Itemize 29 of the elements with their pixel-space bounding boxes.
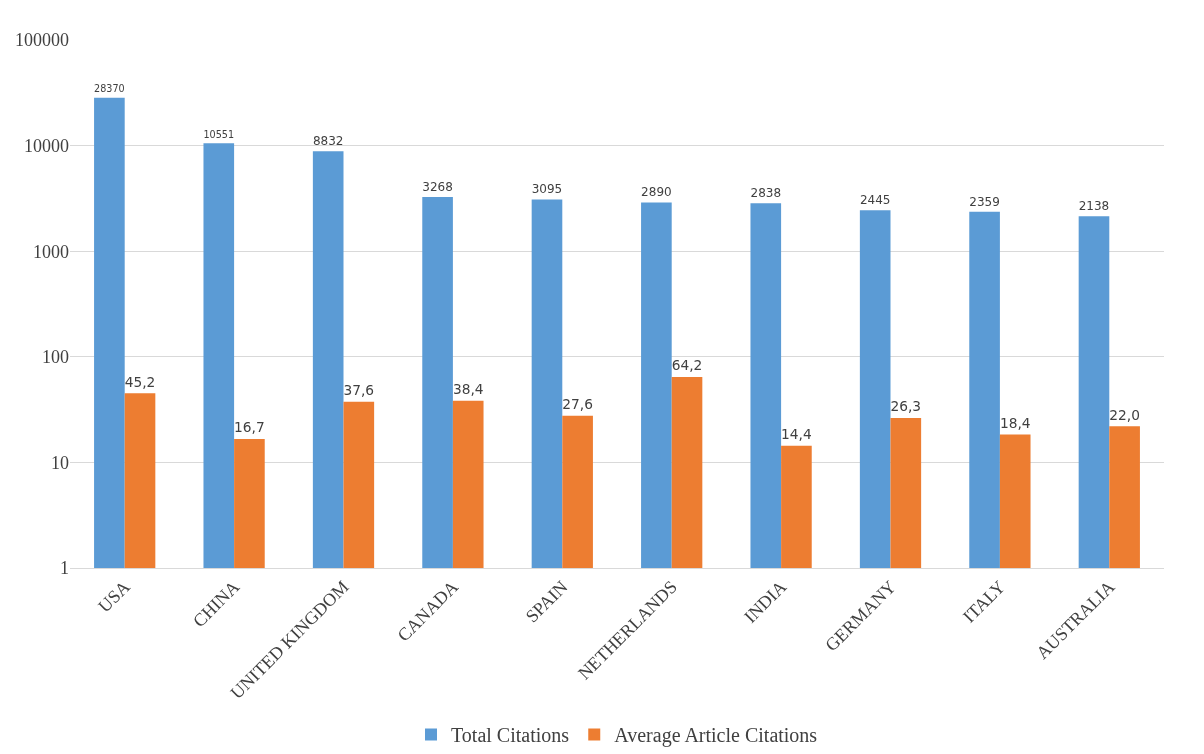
data-label: 10551 xyxy=(203,128,235,140)
data-label: 26,3 xyxy=(890,398,922,415)
data-label: 14,4 xyxy=(781,426,812,443)
data-label: 22,0 xyxy=(1109,406,1140,423)
y-tick-label: 1 xyxy=(60,558,69,579)
data-label: 18,4 xyxy=(999,414,1031,431)
data-label: 16,7 xyxy=(234,419,265,436)
data-label: 38,4 xyxy=(452,381,484,398)
data-label: 3268 xyxy=(422,179,453,194)
y-tick-label: 1000 xyxy=(33,241,69,262)
data-label: 3095 xyxy=(531,182,563,197)
data-label: 2359 xyxy=(969,194,1000,209)
data-label: 2890 xyxy=(641,185,672,200)
x-tick-label: USA xyxy=(94,576,134,617)
y-tick-label: 100 xyxy=(42,347,69,368)
legend-label: Total Citations xyxy=(451,724,570,747)
data-label: 2445 xyxy=(859,192,891,207)
data-label: 37,6 xyxy=(343,381,375,398)
y-tick-label: 10 xyxy=(51,452,69,473)
data-label: 45,2 xyxy=(124,373,156,390)
y-tick-label: 10000 xyxy=(24,135,69,156)
legend-label: Average Article Citations xyxy=(614,724,818,748)
data-label: 27,6 xyxy=(562,396,593,413)
data-label: 2838 xyxy=(750,186,782,201)
data-label: 2138 xyxy=(1078,199,1110,214)
data-label: 28370 xyxy=(94,83,125,95)
y-tick-label: 100000 xyxy=(15,30,69,51)
data-label: 8832 xyxy=(312,134,344,149)
data-label: 64,2 xyxy=(671,357,703,374)
